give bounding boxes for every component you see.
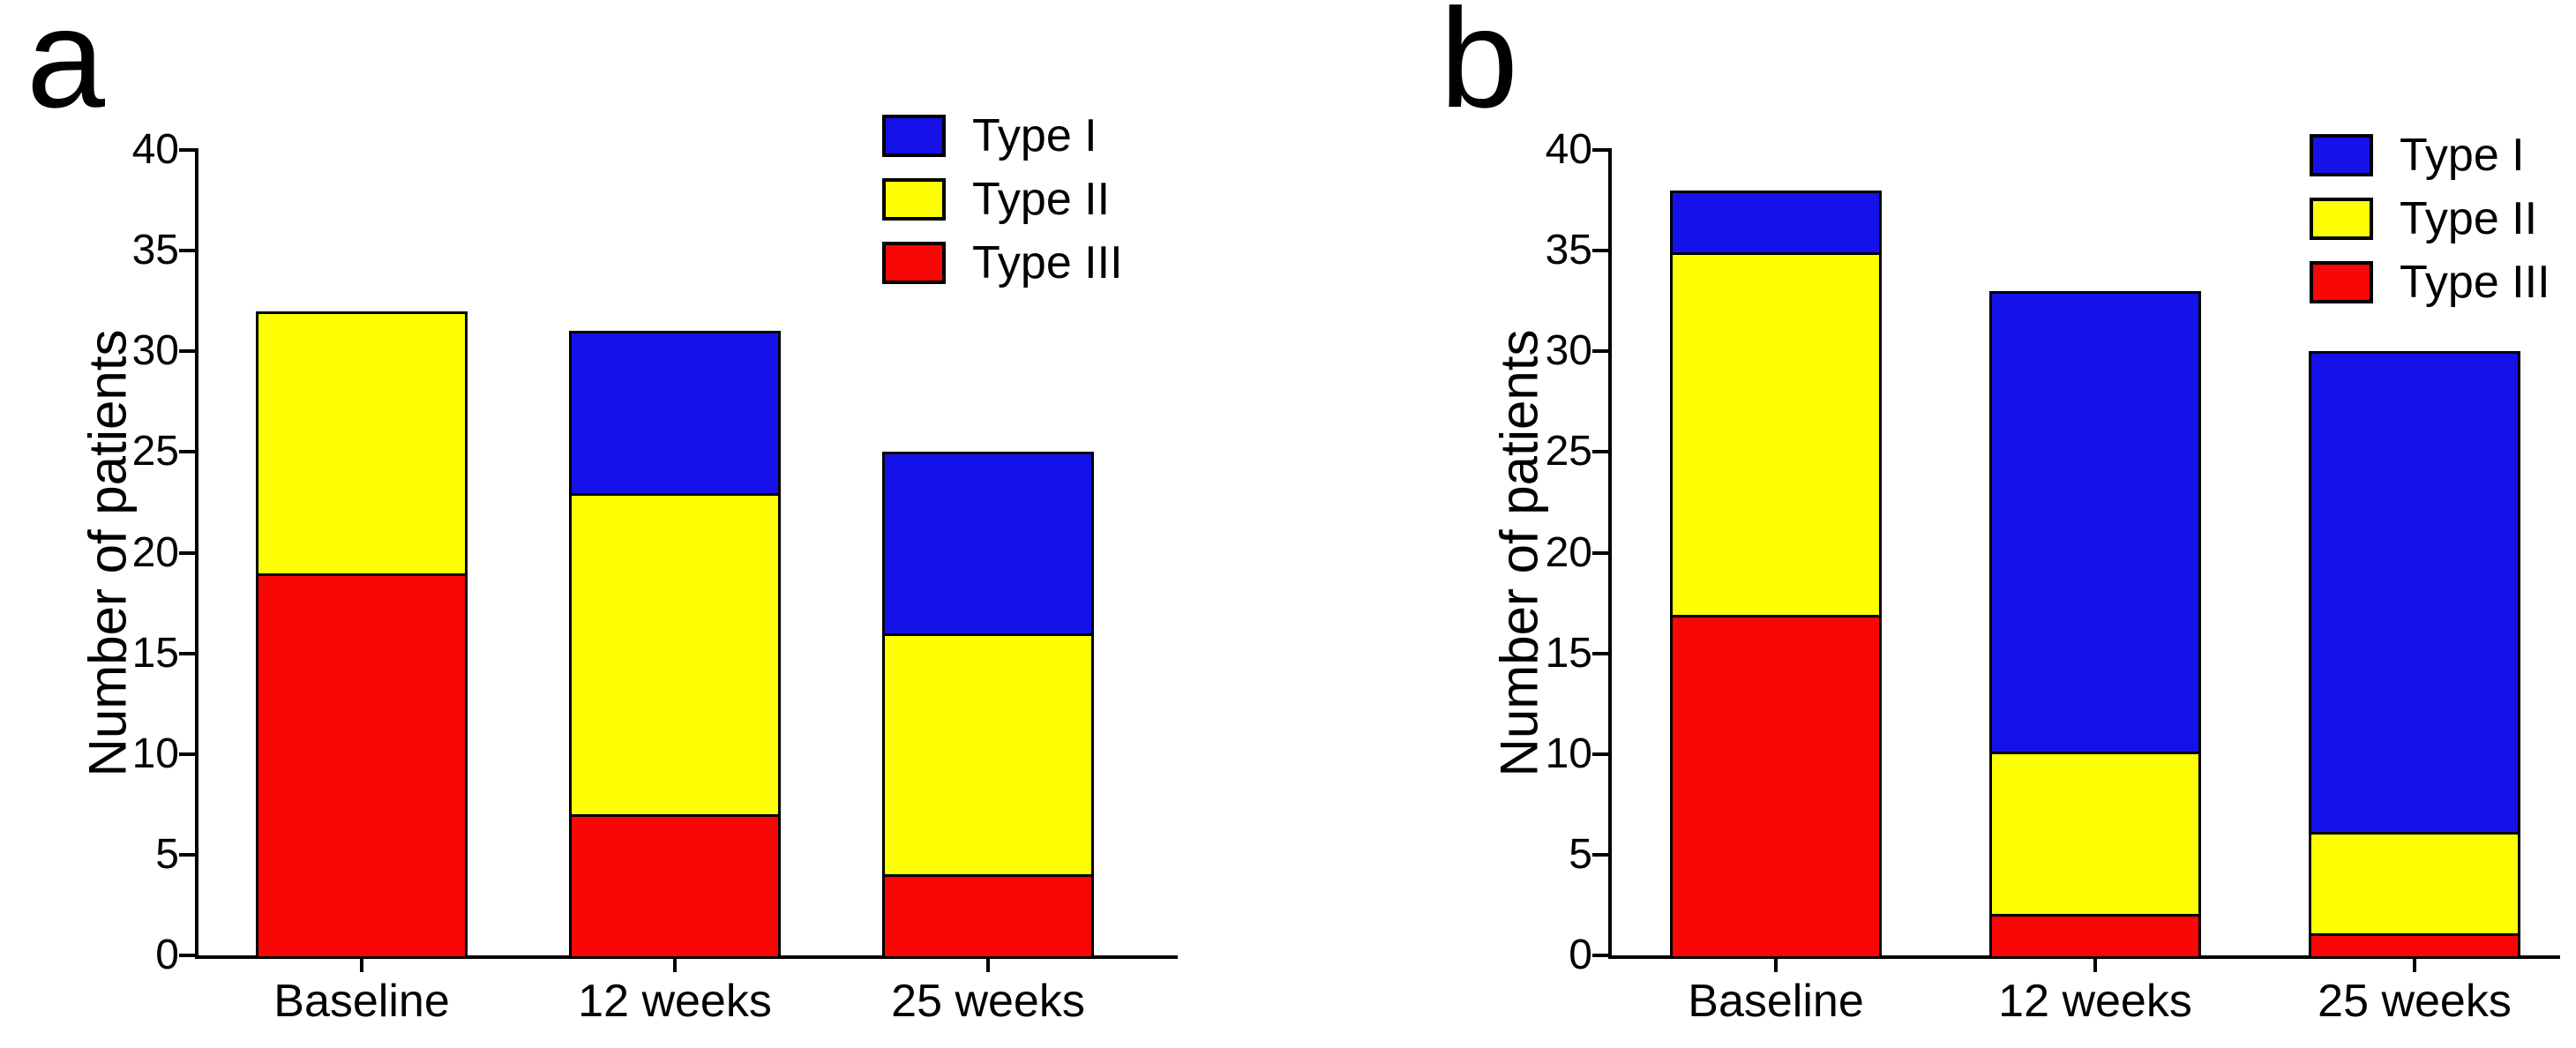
x-tick <box>360 959 363 972</box>
y-tick <box>179 954 195 957</box>
y-tick-label: 5 <box>155 830 179 878</box>
y-tick-label: 5 <box>1569 830 1592 878</box>
y-tick <box>179 148 195 152</box>
x-tick <box>986 959 990 972</box>
bar-25-weeks <box>2309 351 2520 959</box>
y-tick-label: 0 <box>155 932 179 978</box>
y-tick-label: 15 <box>1545 629 1592 677</box>
y-tick-label: 30 <box>1545 327 1592 375</box>
y-tick <box>1592 249 1608 253</box>
y-tick <box>1592 349 1608 354</box>
legend-label-type-i: Type I <box>2400 130 2525 181</box>
legend-item-type-iii: Type III <box>882 231 1123 295</box>
segment-type-iii-25-weeks <box>2311 933 2518 957</box>
segment-type-ii-baseline <box>258 313 465 574</box>
y-tick <box>1592 852 1608 857</box>
panel-b: b Number of patients Type I Type II Type… <box>1288 0 2576 1048</box>
y-tick <box>1592 450 1608 454</box>
y-tick <box>179 450 195 454</box>
y-tick <box>1592 752 1608 756</box>
bar-12-weeks <box>569 331 781 959</box>
segment-type-i-12-weeks <box>1992 293 2198 752</box>
segment-type-ii-baseline <box>1673 252 1879 615</box>
y-tick <box>1592 550 1608 555</box>
panel-label-a: a <box>26 0 105 137</box>
legend-swatch-type-iii <box>2310 261 2373 303</box>
y-tick-label: 10 <box>131 730 179 777</box>
x-tick <box>2093 959 2097 972</box>
y-tick <box>179 550 195 555</box>
legend-label-type-ii: Type II <box>2400 193 2538 244</box>
segment-type-iii-25-weeks <box>885 873 1091 956</box>
x-category-label-12-weeks: 12 weeks <box>1998 976 2192 1027</box>
segment-type-i-12-weeks <box>572 333 778 493</box>
legend-item-type-i: Type I <box>2310 124 2550 187</box>
y-tick-label: 35 <box>131 227 179 274</box>
segment-type-iii-12-weeks <box>1992 913 2198 956</box>
segment-type-ii-25-weeks <box>885 633 1091 874</box>
legend-swatch-type-ii <box>882 178 946 221</box>
legend: Type I Type II Type III <box>882 104 1123 295</box>
segment-type-iii-baseline <box>1673 614 1879 956</box>
y-tick <box>1592 651 1608 655</box>
segment-type-i-baseline <box>1673 192 1879 253</box>
segment-type-ii-25-weeks <box>2311 831 2518 934</box>
segment-type-i-25-weeks <box>2311 354 2518 832</box>
y-tick-label: 30 <box>131 327 179 375</box>
y-tick <box>179 349 195 354</box>
segment-type-ii-12-weeks <box>572 492 778 815</box>
y-tick-label: 25 <box>131 428 179 475</box>
legend-label-type-i: Type I <box>972 110 1097 161</box>
y-tick-label: 35 <box>1545 227 1592 274</box>
x-category-label-baseline: Baseline <box>1688 976 1864 1027</box>
legend-swatch-type-i <box>882 115 946 157</box>
y-tick <box>1592 954 1608 957</box>
y-tick <box>179 752 195 756</box>
y-tick-label: 25 <box>1545 428 1592 475</box>
legend-label-type-iii: Type III <box>972 237 1123 288</box>
legend-label-type-ii: Type II <box>972 174 1111 225</box>
segment-type-i-25-weeks <box>885 454 1091 633</box>
bar-25-weeks <box>882 452 1094 959</box>
panel-label-b: b <box>1440 0 1518 137</box>
legend-item-type-iii: Type III <box>2310 251 2550 314</box>
y-tick-label: 0 <box>1569 932 1592 978</box>
segment-type-iii-baseline <box>258 573 465 956</box>
y-tick-label: 40 <box>131 126 179 173</box>
y-tick <box>179 651 195 655</box>
legend-item-type-ii: Type II <box>882 168 1123 231</box>
bar-baseline <box>256 311 468 959</box>
legend-label-type-iii: Type III <box>2400 257 2550 308</box>
x-category-label-25-weeks: 25 weeks <box>891 976 1085 1027</box>
x-tick <box>673 959 677 972</box>
y-axis-line <box>1608 148 1612 959</box>
x-category-label-25-weeks: 25 weeks <box>2318 976 2512 1027</box>
panel-a: a Number of patients Type I Type II Type… <box>26 0 1178 1027</box>
x-tick <box>1774 959 1778 972</box>
y-tick-label: 15 <box>131 629 179 677</box>
legend-swatch-type-ii <box>2310 198 2373 240</box>
y-tick-label: 20 <box>131 528 179 576</box>
x-category-label-12-weeks: 12 weeks <box>578 976 772 1027</box>
legend-item-type-i: Type I <box>882 104 1123 168</box>
y-tick-label: 40 <box>1545 126 1592 173</box>
legend-swatch-type-iii <box>882 242 946 284</box>
segment-type-ii-12-weeks <box>1992 752 2198 914</box>
y-tick-label: 10 <box>1545 730 1592 777</box>
bar-12-weeks <box>1989 290 2201 959</box>
legend-item-type-ii: Type II <box>2310 187 2550 251</box>
y-tick <box>1592 148 1608 152</box>
bar-baseline <box>1670 190 1882 959</box>
segment-type-iii-12-weeks <box>572 814 778 956</box>
x-category-label-baseline: Baseline <box>273 976 450 1027</box>
y-axis-line <box>195 148 198 959</box>
y-tick <box>179 249 195 253</box>
legend-swatch-type-i <box>2310 134 2373 176</box>
legend: Type I Type II Type III <box>2310 124 2550 314</box>
y-tick <box>179 852 195 857</box>
x-tick <box>2413 959 2416 972</box>
y-tick-label: 20 <box>1545 528 1592 576</box>
